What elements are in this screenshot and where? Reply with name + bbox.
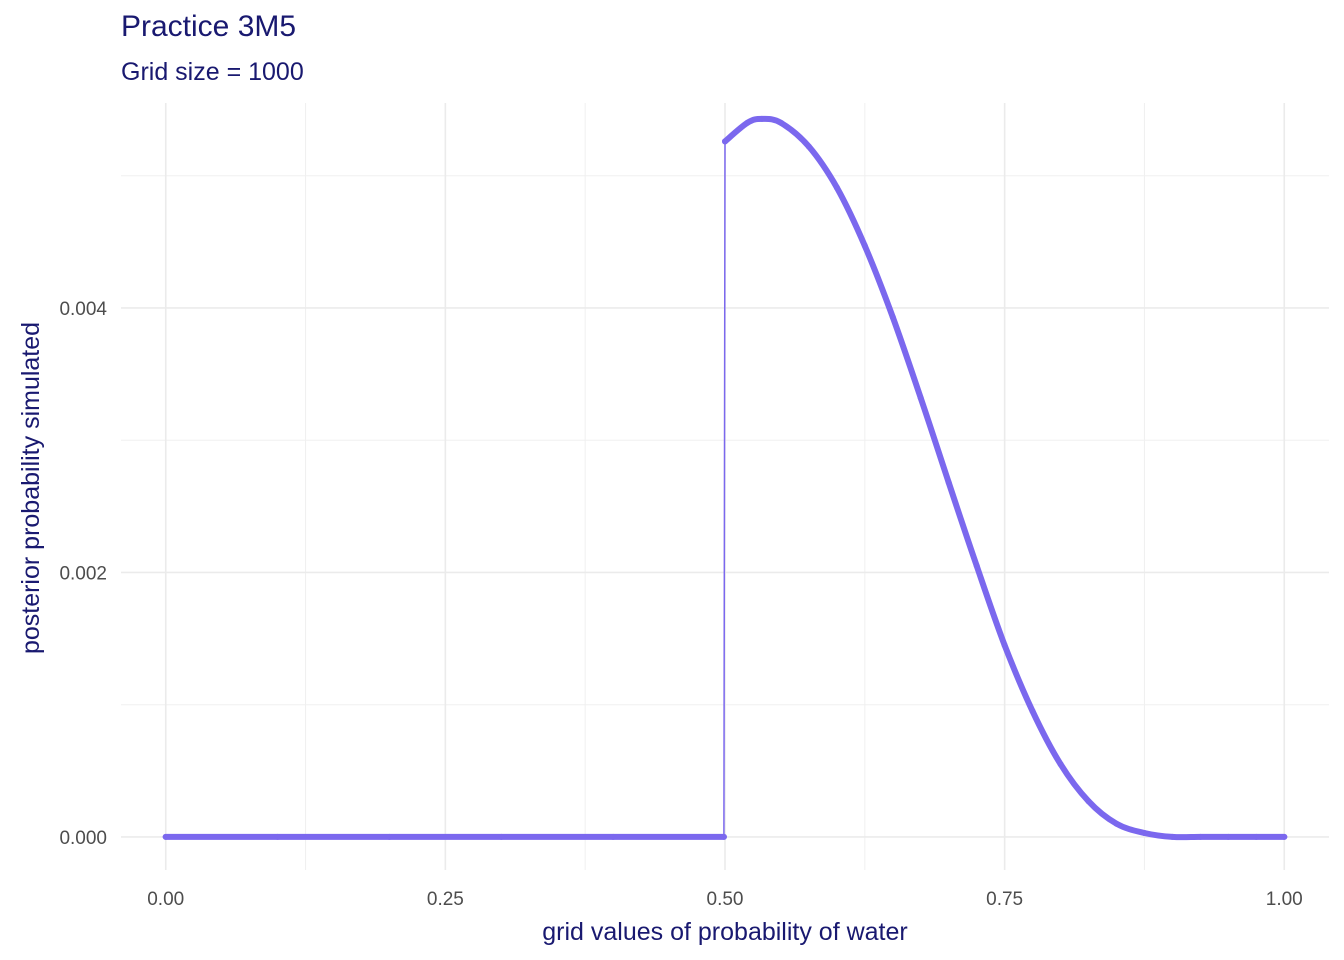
chart-title: Practice 3M5 (121, 10, 297, 43)
tick-labels: 0.00 0.25 0.50 0.75 1.00 0.000 0.002 0.004 (59, 299, 1302, 910)
data-point (720, 833, 727, 840)
y-tick-label: 0.002 (59, 563, 107, 584)
y-tick-label: 0.000 (59, 828, 107, 849)
data-point (889, 314, 896, 321)
data-point (722, 138, 728, 145)
data-point (973, 562, 980, 569)
data-point (1225, 833, 1232, 840)
data-point (386, 833, 393, 840)
x-axis-title: grid values of probability of water (542, 918, 907, 946)
x-tick-label: 0.00 (147, 889, 184, 910)
data-point (861, 242, 868, 249)
data-point (1001, 642, 1008, 649)
data-point (1141, 830, 1148, 836)
data-series (162, 115, 1288, 841)
data-point (758, 115, 765, 122)
data-point (1029, 708, 1036, 715)
data-point (274, 833, 281, 840)
data-point (1169, 833, 1176, 840)
y-axis-title: posterior probability simulated (17, 322, 45, 654)
data-point (833, 184, 840, 191)
data-point (498, 833, 505, 840)
data-point (1253, 833, 1260, 840)
data-point (945, 479, 952, 486)
data-point (917, 394, 924, 401)
y-tick-label: 0.004 (59, 299, 107, 320)
x-tick-label: 1.00 (1266, 889, 1303, 910)
data-point (162, 833, 169, 840)
series-points-band (722, 115, 1288, 841)
data-point (744, 119, 751, 126)
data-point (610, 833, 617, 840)
x-tick-label: 0.75 (986, 889, 1023, 910)
data-point (1281, 833, 1288, 840)
data-point (1197, 833, 1204, 840)
x-tick-label: 0.25 (427, 889, 464, 910)
data-point (1057, 761, 1064, 768)
data-point (805, 143, 812, 150)
data-point (1113, 820, 1120, 827)
data-point (777, 119, 784, 126)
chart-subtitle: Grid size = 1000 (121, 58, 304, 86)
data-point (1085, 798, 1092, 805)
x-tick-label: 0.50 (707, 889, 744, 910)
